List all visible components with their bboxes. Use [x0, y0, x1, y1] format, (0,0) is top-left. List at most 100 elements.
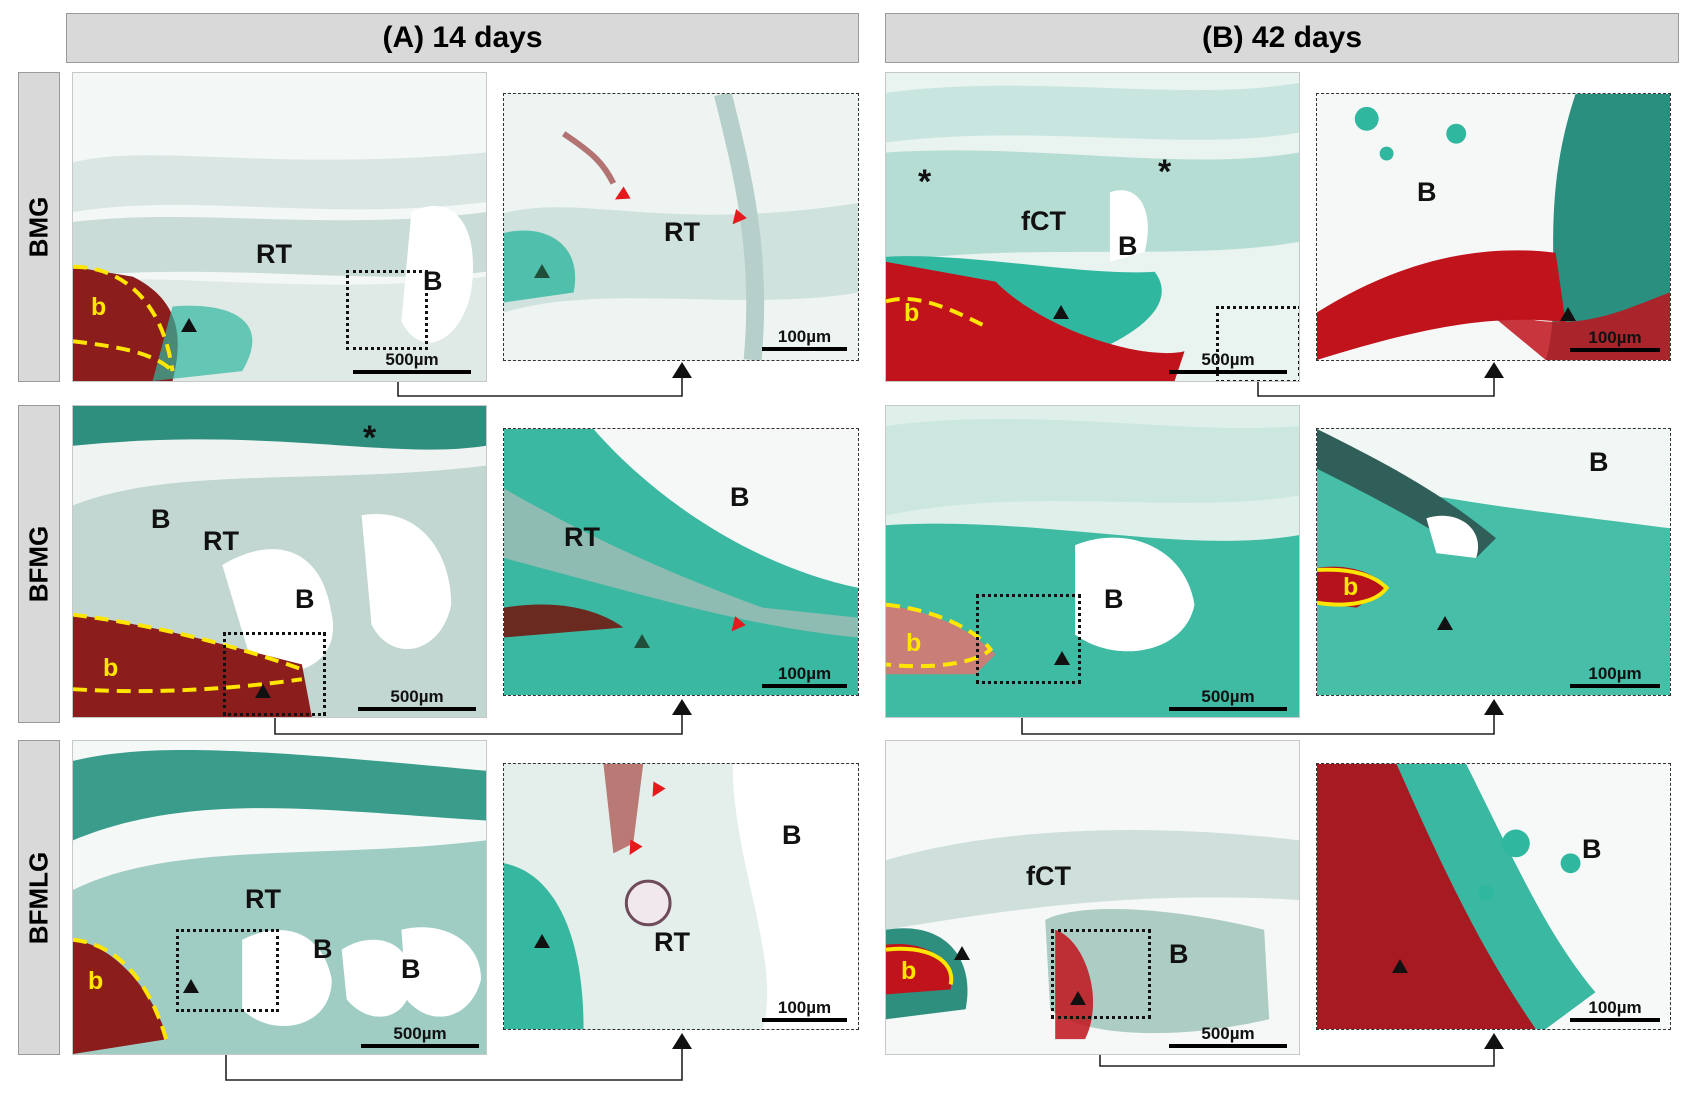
label-bone: b: [103, 654, 119, 682]
label-rt: RT: [654, 927, 690, 957]
column-header-14-days: (A) 14 days: [66, 13, 859, 63]
triangle-marker: [534, 264, 550, 278]
zoom-box: [976, 594, 1081, 684]
scale-bar: 100µm: [1570, 329, 1660, 352]
triangle-marker: [634, 634, 650, 648]
histology-texture: [886, 741, 1299, 1054]
label-b: B: [313, 934, 333, 964]
panel-bmg-42d-low: * * fCT B b 500µm: [885, 72, 1300, 382]
histology-texture: [73, 73, 486, 381]
histology-texture: [886, 406, 1299, 717]
star-marker: *: [918, 163, 932, 201]
panel-bfmlg-42d-low: fCT B b 500µm: [885, 740, 1300, 1055]
label-b: B: [1104, 584, 1124, 614]
label-bone: b: [91, 293, 107, 321]
connector-line: [225, 1046, 683, 1081]
label-rt: RT: [564, 522, 600, 552]
star-marker: *: [1158, 153, 1172, 191]
histology-texture: [1317, 764, 1670, 1029]
label-b: B: [1582, 834, 1602, 864]
triangle-marker: [1070, 991, 1086, 1005]
connector-line: [1021, 712, 1495, 735]
label-b: B: [730, 482, 750, 512]
connector-line: [1257, 375, 1495, 397]
arrowhead: [1484, 362, 1504, 378]
scale-bar: 500µm: [361, 1025, 479, 1048]
zoom-box: [1051, 929, 1151, 1019]
scale-bar: 500µm: [1169, 688, 1287, 711]
scale-bar: 100µm: [762, 665, 847, 688]
panel-bfmlg-14d-high: B RT 100µm: [503, 763, 859, 1030]
histology-texture: [1317, 94, 1670, 360]
triangle-marker: [954, 946, 970, 960]
arrowhead: [672, 699, 692, 715]
histology-texture: [73, 741, 486, 1054]
panel-bfmg-14d-low: * B RT B b 500µm: [72, 405, 487, 718]
scale-bar: 500µm: [1169, 351, 1287, 374]
panel-bmg-14d-high: RT 100µm: [503, 93, 859, 361]
arrowhead: [1484, 1033, 1504, 1049]
histology-texture: [1317, 429, 1670, 695]
triangle-marker: [1437, 616, 1453, 630]
label-fct: fCT: [1026, 861, 1071, 891]
label-rt: RT: [203, 526, 239, 556]
label-b: B: [1417, 177, 1437, 207]
zoom-box: [176, 929, 279, 1012]
panel-bfmg-42d-low: B b 500µm: [885, 405, 1300, 718]
scale-bar: 500µm: [358, 688, 476, 711]
label-b: B: [1169, 939, 1189, 969]
histology-texture: [504, 94, 858, 360]
arrowhead: [1484, 699, 1504, 715]
label-bone: b: [88, 967, 104, 995]
scale-bar: 100µm: [1570, 665, 1660, 688]
histology-texture: [504, 429, 858, 695]
zoom-box: [1216, 306, 1299, 381]
connector-line: [1099, 1046, 1495, 1067]
row-header-bmg: BMG: [18, 72, 60, 382]
arrowhead: [672, 362, 692, 378]
label-b: B: [782, 820, 802, 850]
label-rt: RT: [256, 239, 292, 269]
histology-texture: [886, 73, 1299, 381]
panel-bmg-42d-high: B 100µm: [1316, 93, 1671, 361]
triangle-marker: [1560, 307, 1576, 321]
triangle-marker: [534, 934, 550, 948]
triangle-marker: [1054, 651, 1070, 665]
histology-texture: [504, 764, 858, 1029]
panel-bfmg-42d-high: B b 100µm: [1316, 428, 1671, 696]
triangle-marker: [1392, 959, 1408, 973]
scale-bar: 500µm: [353, 351, 471, 374]
column-header-42-days: (B) 42 days: [885, 13, 1679, 63]
label-b: B: [151, 504, 171, 534]
label-bone: b: [1343, 573, 1359, 601]
triangle-marker: [1053, 305, 1069, 319]
triangle-marker: [183, 979, 199, 993]
label-bone: b: [901, 957, 917, 985]
scale-bar: 100µm: [762, 328, 847, 351]
panel-bfmg-14d-high: RT B 100µm: [503, 428, 859, 696]
label-b: B: [295, 584, 315, 614]
panel-bmg-14d-low: b RT B 500µm: [72, 72, 487, 382]
row-header-bfmlg: BFMLG: [18, 740, 60, 1055]
scale-bar: 100µm: [1570, 999, 1660, 1022]
label-b: B: [1118, 231, 1138, 261]
star-marker: *: [363, 419, 377, 457]
panel-bfmlg-42d-high: B 100µm: [1316, 763, 1671, 1030]
label-b: B: [401, 954, 421, 984]
panel-bfmlg-14d-low: RT B B b 500µm: [72, 740, 487, 1055]
zoom-box: [346, 270, 428, 350]
row-header-bfmg: BFMG: [18, 405, 60, 723]
arrowhead: [672, 1033, 692, 1049]
label-bone: b: [904, 299, 920, 327]
zoom-box: [223, 632, 326, 716]
label-b: B: [1589, 447, 1609, 477]
label-rt: RT: [245, 884, 281, 914]
scale-bar: 100µm: [762, 999, 847, 1022]
triangle-marker: [255, 684, 271, 698]
connector-line: [397, 375, 683, 397]
label-fct: fCT: [1021, 206, 1066, 236]
scale-bar: 500µm: [1169, 1025, 1287, 1048]
histology-texture: [73, 406, 486, 717]
label-rt: RT: [664, 217, 700, 247]
